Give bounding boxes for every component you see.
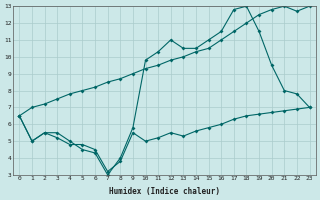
X-axis label: Humidex (Indice chaleur): Humidex (Indice chaleur) [109, 187, 220, 196]
